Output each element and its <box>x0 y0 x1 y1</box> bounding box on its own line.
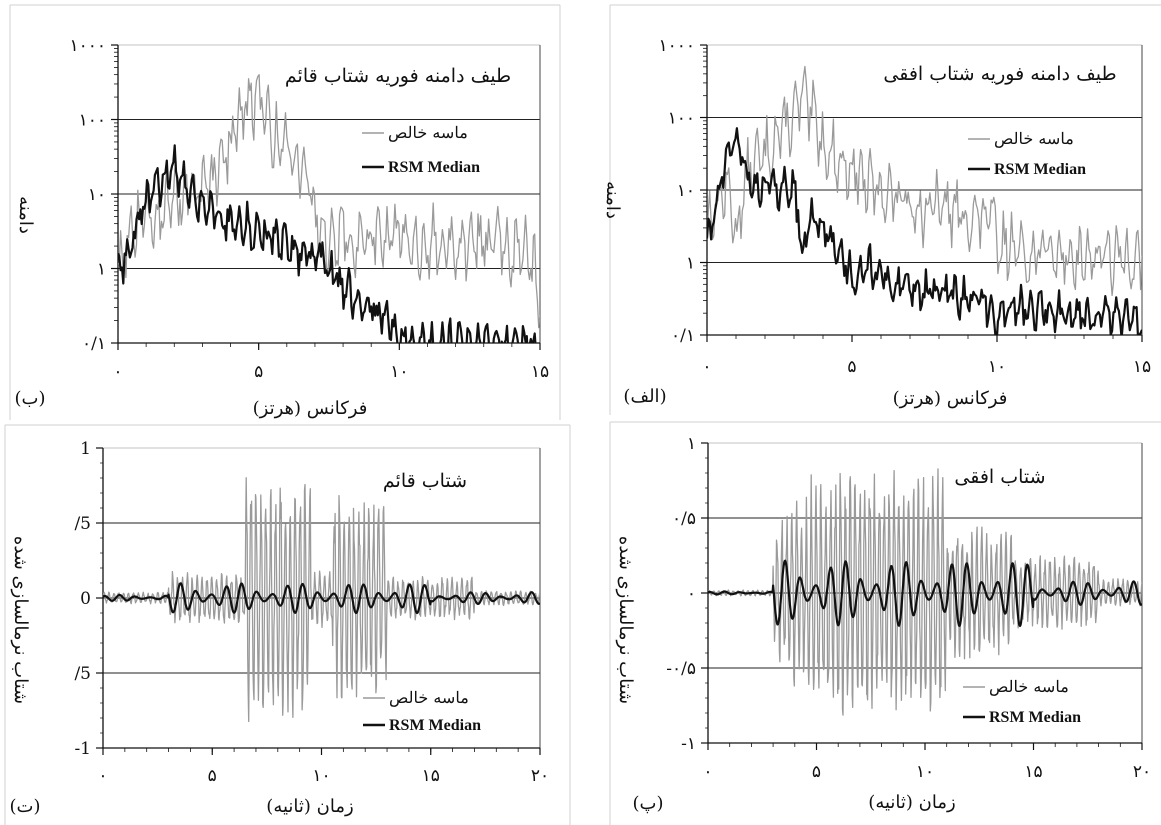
x-axis-label: زمان (ثانیه) <box>868 792 955 813</box>
y-axis-label: شتاب نرمالسازی شده <box>615 536 636 704</box>
y-tick-label: ۱ <box>686 254 695 274</box>
series-line-sand <box>707 65 1142 297</box>
legend: ماسه خالص RSM Median <box>968 129 1086 178</box>
legend-label: ماسه خالص <box>389 688 469 707</box>
y-tick-label: 0 <box>80 589 91 609</box>
x-tick-label: ۱۵ <box>422 766 440 786</box>
legend-label: ماسه خالص <box>994 129 1074 148</box>
x-tick-label: ۰ <box>98 766 107 786</box>
x-tick-label: ۱۰ <box>988 357 1006 377</box>
legend: ماسه خالص RSM Median <box>362 123 480 176</box>
x-tick-label: ۰ <box>113 362 122 382</box>
y-tick-label: /5 <box>74 514 91 534</box>
series-line-sand <box>708 468 1142 716</box>
x-tick-label: ۱۵ <box>1024 762 1042 782</box>
x-tick-label: ۱۰ <box>390 362 408 382</box>
y-tick-label: ۱۰ <box>677 181 695 201</box>
series-line-sand <box>118 74 540 329</box>
series-line-rsm <box>707 127 1142 335</box>
panel-be: ۰/۱ ۱ ۱۰ ۱۰۰ ۱۰۰۰ ۰ ۵ ۱۰ ۱۵ طیف دامنه فوریه شتاب … <box>9 4 561 420</box>
x-tick-label: ۵ <box>254 362 263 382</box>
series-line-rsm <box>118 144 537 343</box>
x-tick-label: ۱۰ <box>312 766 330 786</box>
series-line-rsm <box>708 559 1142 627</box>
x-tick-label: ۵ <box>847 357 856 377</box>
y-tick-label: -۰/۵ <box>666 659 696 679</box>
legend-label: RSM Median <box>994 161 1086 178</box>
x-tick-label: ۱۵ <box>1133 357 1151 377</box>
legend-label: RSM Median <box>388 159 480 176</box>
y-tick-label: 1 <box>80 439 91 459</box>
y-tick-label: ۱۰۰۰ <box>69 36 106 56</box>
panel-label: (الف) <box>623 386 666 407</box>
y-tick-label: ۰/۵ <box>672 509 696 529</box>
x-tick-label: ۵ <box>208 766 217 786</box>
x-axis-label: فرکانس (هرتز) <box>253 398 368 419</box>
y-tick-label: ۰/۱ <box>82 334 106 354</box>
x-tick-label: ۵ <box>812 762 821 782</box>
x-axis-label: زمان (ثانیه) <box>266 796 353 817</box>
y-tick-label: ۱ <box>97 260 106 280</box>
x-tick-label: ۰ <box>702 357 711 377</box>
y-axis-label: دامنه <box>15 196 36 234</box>
chart-title: شتاب قائم <box>383 470 467 492</box>
x-tick-label: ۰ <box>703 762 712 782</box>
panel-label: (ت) <box>9 796 40 817</box>
chart-title: طیف دامنه فوریه شتاب قائم <box>285 65 511 87</box>
x-axis-label: فرکانس (هرتز) <box>893 388 1008 409</box>
panel-label: (ب) <box>14 388 45 409</box>
legend: ماسه خالص RSM Median <box>963 677 1081 726</box>
legend: ماسه خالص RSM Median <box>363 688 481 734</box>
y-tick-label: ۱۰۰ <box>668 109 695 129</box>
x-tick-label: ۲۰ <box>531 766 549 786</box>
chart-title: شتاب افقی <box>954 466 1045 488</box>
panel-alef: ۰/۱ ۱ ۱۰ ۱۰۰ ۱۰۰۰ ۰ ۵ ۱۰ ۱۵ طیف دامنه فوریه شتاب … <box>602 4 1161 415</box>
y-tick-label: -۱ <box>681 734 696 754</box>
series-line-rsm <box>103 582 540 615</box>
y-tick-label: ۱۰ <box>88 185 106 205</box>
y-tick-label: ۱ <box>687 434 696 454</box>
y-axis-label: شتاب نرمالسازی شده <box>10 536 31 704</box>
y-tick-label: -1 <box>74 739 91 759</box>
y-tick-label: ۱۰۰ <box>79 111 106 131</box>
y-axis-label: دامنه <box>602 181 623 219</box>
legend-label: ماسه خالص <box>989 677 1069 696</box>
legend-label: RSM Median <box>989 709 1081 726</box>
chart-title: طیف دامنه فوریه شتاب افقی <box>883 63 1116 85</box>
x-tick-label: ۲۰ <box>1133 762 1151 782</box>
panel-label: (پ) <box>632 793 663 814</box>
x-tick-label: ۱۰ <box>916 762 934 782</box>
y-tick-label: ۱۰۰۰ <box>658 36 695 56</box>
legend-label: RSM Median <box>389 717 481 734</box>
y-tick-label: ۰ <box>687 584 696 604</box>
legend-label: ماسه خالص <box>388 123 468 142</box>
panel-te: -1/5 0/5 1 ۰ ۵ ۱۰ ۱۵ ۲۰ شتاب قائم ماسه خالص RSM Me… <box>4 424 571 825</box>
y-tick-label: ۰/۱ <box>671 326 695 346</box>
x-tick-label: ۱۵ <box>531 362 549 382</box>
y-tick-label: /5 <box>74 664 91 684</box>
